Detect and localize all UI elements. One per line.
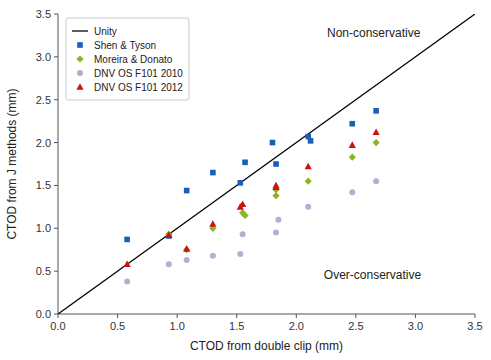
axes: 0.0 0.5 1.0 1.5 2.0 2.5 3.0 3.5 0.0 0.5 1.0 1.5 2.0 2… (36, 8, 483, 332)
point (124, 278, 130, 284)
x-tick (236, 314, 237, 318)
point (275, 217, 281, 223)
x-tick-label: 1.0 (169, 320, 184, 332)
point (210, 253, 216, 259)
y-tick (54, 142, 58, 143)
unity-line (58, 14, 475, 314)
legend-swatch (76, 83, 83, 90)
x-tick-label: 0.5 (110, 320, 125, 332)
point (349, 121, 355, 127)
x-axis-label: CTOD from double clip (mm) (190, 339, 343, 353)
x-tick (296, 314, 297, 318)
series (124, 108, 379, 242)
point (183, 245, 190, 252)
y-axis-label: CTOD from J methods (mm) (5, 88, 19, 239)
x-tick-label: 3.5 (467, 320, 482, 332)
legend-swatch (76, 55, 83, 62)
series (124, 128, 380, 267)
y-tick-label: 2.5 (36, 94, 51, 106)
legend-label: Unity (94, 26, 117, 37)
point (209, 220, 216, 227)
y-tick-label: 0.5 (36, 265, 51, 277)
legend-swatch (77, 70, 83, 76)
annotation: Non-conservative (327, 26, 421, 40)
x-tick (415, 314, 416, 318)
x-tick (475, 314, 476, 318)
x-tick-label: 0.0 (50, 320, 65, 332)
series (58, 14, 475, 314)
point (165, 231, 172, 238)
y-tick (54, 99, 58, 100)
point (349, 154, 356, 161)
legend-item: Moreira & Donato (76, 54, 172, 65)
point (272, 182, 279, 189)
x-tick-label: 2.5 (348, 320, 363, 332)
point (124, 260, 131, 267)
legend-item: DNV OS F101 2012 (76, 82, 183, 93)
point (373, 108, 379, 114)
point (373, 139, 380, 146)
point (349, 189, 355, 195)
point (305, 178, 312, 185)
point (373, 128, 380, 135)
legend-label: Moreira & Donato (94, 54, 173, 65)
point (273, 230, 279, 236)
legend-label: DNV OS F101 2010 (94, 68, 183, 79)
point (349, 141, 356, 148)
x-tick (58, 314, 59, 318)
y-tick (54, 56, 58, 57)
plot-marks (58, 14, 475, 314)
y-tick (54, 314, 58, 315)
annotation: Over-conservative (324, 268, 422, 282)
point (273, 161, 279, 167)
annotations: Non-conservative Over-conservative (324, 26, 422, 282)
point (239, 200, 246, 207)
legend-item: Shen & Tyson (77, 40, 156, 51)
legend-item: Unity (72, 26, 117, 37)
legend-box (66, 18, 189, 100)
point (184, 257, 190, 263)
point (166, 261, 172, 267)
y-axis-line (58, 14, 59, 314)
series (165, 139, 380, 253)
y-tick (54, 228, 58, 229)
point (241, 212, 248, 219)
point (237, 180, 243, 186)
point (184, 188, 190, 194)
y-tick-label: 3.0 (36, 51, 51, 63)
y-tick-label: 3.5 (36, 8, 51, 20)
point (237, 251, 243, 257)
point (308, 138, 314, 144)
x-tick (177, 314, 178, 318)
legend-label: Shen & Tyson (94, 40, 156, 51)
legend-label: DNV OS F101 2012 (94, 82, 183, 93)
x-tick-label: 3.0 (408, 320, 423, 332)
y-tick-label: 1.5 (36, 179, 51, 191)
y-tick (54, 271, 58, 272)
point (305, 163, 312, 170)
x-tick (117, 314, 118, 318)
point (165, 231, 172, 238)
point (240, 231, 246, 237)
point (373, 178, 379, 184)
point (210, 170, 216, 176)
x-tick-label: 2.0 (289, 320, 304, 332)
y-tick (54, 185, 58, 186)
chart: 0.0 0.5 1.0 1.5 2.0 2.5 3.0 3.5 0.0 0.5 1.0 1.5 2.0 2… (0, 0, 491, 360)
point (124, 237, 130, 243)
y-tick-label: 0.0 (36, 308, 51, 320)
x-tick-label: 1.5 (229, 320, 244, 332)
y-tick (54, 14, 58, 15)
legend-item: DNV OS F101 2010 (77, 68, 183, 79)
y-tick-label: 1.0 (36, 222, 51, 234)
legend-swatch (77, 42, 83, 48)
x-tick (355, 314, 356, 318)
legend: Unity Shen & Tyson Moreira & Donato DNV OS … (66, 18, 189, 100)
x-axis-line (58, 314, 475, 315)
point (242, 159, 248, 165)
y-tick-label: 2.0 (36, 137, 51, 149)
point (270, 140, 276, 146)
legend-swatch (72, 30, 88, 31)
point (305, 204, 311, 210)
